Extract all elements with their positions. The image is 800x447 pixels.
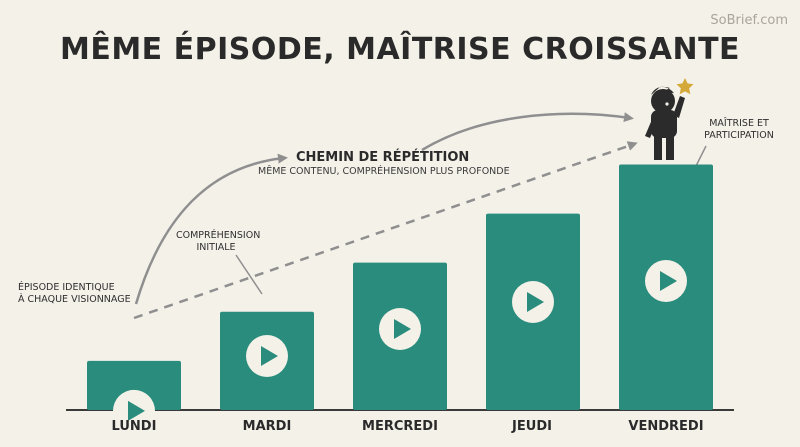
bar-lundi	[87, 360, 181, 410]
annotation-leader-1	[235, 254, 263, 295]
child-with-star	[645, 78, 694, 160]
day-label: LUNDI	[111, 419, 157, 434]
star-icon	[676, 78, 694, 95]
annotation-mastery: MAÎTRISE ET PARTICIPATION	[694, 118, 784, 142]
annotation-line: COMPRÉHENSION	[176, 230, 261, 241]
annotation-line: PARTICIPATION	[704, 130, 774, 141]
progress-dashed-arrow	[133, 141, 638, 320]
day-label: JEUDI	[512, 419, 552, 434]
repetition-path-subtitle: MÊME CONTENU, COMPRÉHENSION PLUS PROFOND…	[258, 166, 510, 177]
annotation-identical-episode: ÉPISODE IDENTIQUE À CHAQUE VISIONNAGE	[18, 282, 131, 306]
repetition-path-arrow-right	[421, 112, 634, 152]
day-label: VENDREDI	[628, 419, 704, 434]
play-triangle	[128, 400, 145, 421]
play-triangle	[660, 270, 677, 291]
annotation-line: ÉPISODE IDENTIQUE	[18, 282, 115, 293]
day-label: MERCREDI	[362, 419, 438, 434]
repetition-path-arrow-left	[134, 153, 288, 305]
day-label: MARDI	[242, 419, 292, 434]
annotation-line: À CHAQUE VISIONNAGE	[18, 294, 131, 305]
play-triangle	[261, 345, 278, 366]
watermark: SoBrief.com	[710, 13, 788, 28]
annotation-line: INITIALE	[196, 242, 236, 253]
repetition-path-title: CHEMIN DE RÉPÉTITION	[296, 150, 470, 165]
page-title: MÊME ÉPISODE, MAÎTRISE CROISSANTE	[59, 32, 741, 67]
annotation-line: MAÎTRISE ET	[709, 118, 769, 129]
annotation-initial-understanding: COMPRÉHENSION INITIALE	[176, 230, 261, 254]
play-triangle	[394, 318, 411, 339]
play-triangle	[527, 291, 544, 312]
